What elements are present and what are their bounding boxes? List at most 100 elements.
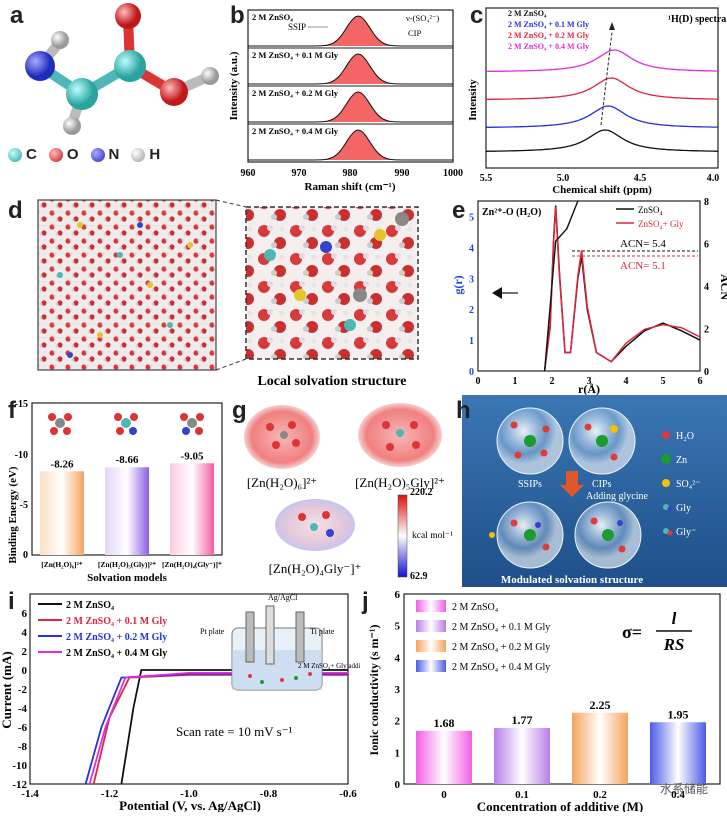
panel-label: j [362,588,369,615]
esp-maps: [Zn(H₂O)₆]²⁺ [Zn(H₂O)₅Gly]²⁺ [Zn(H₂O)₄Gl… [244,403,453,582]
legend-item: 2 M ZnSO₄ + 0.4 M Gly [452,662,550,673]
tick-label: -6 [18,722,28,734]
tick-label: -1.2 [101,788,119,800]
value-label: 1.68 [434,716,455,730]
tick-label: 4 [395,652,401,664]
y-axis-label: g(r) [452,275,465,294]
watermark: 水系储能 [660,781,708,796]
tick-label: -0.8 [260,788,278,800]
legend-item: 2 M ZnSO₄ + 0.2 M Gly [66,632,167,643]
legend-item: 2 M ZnSO₄ + 0.4 M Gly [508,42,589,51]
tick-label: 4 [624,376,629,387]
tick-label: 0 [441,789,447,801]
acn-curve [543,200,579,372]
panel-label: i [8,588,15,615]
binding-energy-chart: -8.26 -8.66 -9.05 -15 -10 -5 0 Binding Ene… [7,399,223,584]
legend-item: ZnSO₄+ Gly [638,219,684,229]
legend-item: Gly [676,503,691,514]
tick-label: 4 [469,243,474,254]
tick-label: 5.0 [557,173,570,184]
cell-sol: 2 M ZnSO₄+ Gly additive [298,662,360,670]
nmr-series [486,49,719,73]
legend-item: 2 M ZnSO₄ [452,602,499,613]
conductivity-chart: 1.68 1.77 2.25 1.95 0 1 2 3 4 5 6 0 0.1 0.2 0.4 I… [367,589,721,814]
value-label: 2.25 [590,698,611,712]
y-axis-label: Intensity [468,79,479,121]
value-label: 1.77 [512,713,533,727]
value-label: -9.05 [181,450,204,462]
raman-fit [248,129,453,161]
x-axis-label: Solvation models [87,572,167,584]
panel-j: j 1.68 1.77 2.25 1.95 0 1 2 3 4 5 6 0 0.1 0.2 0.4… [360,588,727,814]
tick-label: -1.0 [180,788,198,800]
atom-legend: C O N H [8,146,218,163]
tick-label: 5 [395,621,401,633]
tick-label: 960 [241,168,256,179]
row-label: 2 M ZnSO₄ + 0.1 M Gly [252,50,339,60]
nmr-chart: Intensity ¹H(D) spectra 2 M ZnSO₄ 2 M Zn… [467,7,726,196]
bar [572,712,628,784]
tick-label: 0 [476,376,481,387]
panel-i: i -1.4 -1.2 -1.0 -0.8 -0.6 -12 -10 -8 -6 -4 -2 0 2 4… [0,588,371,814]
tick-label: 990 [395,168,410,179]
esp-species: [Zn(H₂O)₅Gly]²⁺ [355,475,445,490]
adding-label: Adding glycine [586,491,648,502]
panel-label: a [10,2,24,29]
acn-label: ACN= 5.4 [620,238,666,250]
tick-label: -10 [15,450,28,461]
x-axis-label: Chemical shift (ppm) [552,184,652,195]
cluster-icons [48,413,204,435]
y2-axis-label: ACN [718,274,727,300]
bar [170,463,214,555]
tick-label: 0 [704,367,709,378]
raman-peak [248,16,453,46]
nmr-series [486,77,718,100]
panel-label: b [230,2,245,29]
row-label: 2 M ZnSO₄ + 0.4 M Gly [252,126,339,136]
raman-peak [248,130,453,160]
tick-label: 4 [22,627,28,639]
tick-label: 1 [513,376,518,387]
chart-title: ¹H(D) spectra [668,14,726,25]
formula-num: l [672,609,677,628]
tick-label: -2 [18,684,28,696]
caption: Modulated solvation structure [501,574,643,586]
value-label: 1.95 [668,707,689,721]
tick-label: 8 [704,197,709,208]
raman-fit [248,53,453,85]
tick-label: 6 [395,590,401,601]
tick-label: 2 [395,716,401,728]
legend-item: 2 M ZnSO₄ [66,600,114,611]
legend-item: Zn [676,455,687,466]
tick-label: 2 [469,305,474,316]
x-axis-label: Concentration of additive (M) [477,799,643,812]
category-label: [Zn(H₂O)₄(Gly⁻)]⁺ [162,560,222,569]
legend-item: 2 M ZnSO₄ + 0.2 M Gly [452,642,550,653]
legend-item: H₂O [676,431,694,442]
legend-item: 2 M ZnSO₄ + 0.2 M Gly [508,31,589,40]
panel-label: f [8,397,16,424]
tick-label: 3 [587,376,592,387]
panel-caption: Local solvation structure [257,374,406,389]
formula-den: RS [663,635,685,654]
legend-item: ZnSO₄ [638,205,663,215]
lsv-chart: -1.4 -1.2 -1.0 -0.8 -0.6 -12-10-8-6-4-20246 … [0,593,371,813]
tick-label: 6 [704,240,709,251]
tick-label: 5.5 [480,173,493,184]
panel-label: h [456,397,471,424]
tick-label: 5 [661,376,666,387]
tick-label: 2 [22,646,28,658]
tick-label: -1.4 [21,788,39,800]
cip-label: CIPs [592,479,612,490]
tick-label: -4 [18,703,28,715]
tick-label: 3 [469,274,474,285]
panel-g: g [Zn(H₂O)₆]²⁺ [Zn(H₂O)₅Gly]²⁺ [Zn(H₂O)₄… [230,395,462,587]
legend-item: SO₄²⁻ [676,479,701,490]
tick-label: 0 [395,779,401,791]
legend-item: 2 M ZnSO₄ + 0.4 M Gly [66,648,167,659]
esp-species: [Zn(H₂O)₄Gly⁻]⁺ [269,561,362,576]
raman-fit [248,15,453,47]
raman-fit [248,91,453,123]
panel-b: b Intensity (a.u.) 960 970 980 990 1000 … [228,0,468,195]
scale-min: 62.9 [410,571,428,582]
